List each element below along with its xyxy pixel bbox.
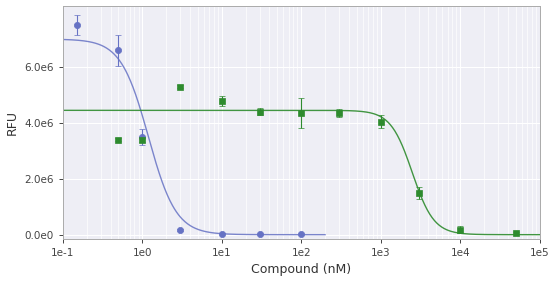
Y-axis label: RFU: RFU [6,110,18,135]
X-axis label: Compound (nM): Compound (nM) [251,263,351,276]
